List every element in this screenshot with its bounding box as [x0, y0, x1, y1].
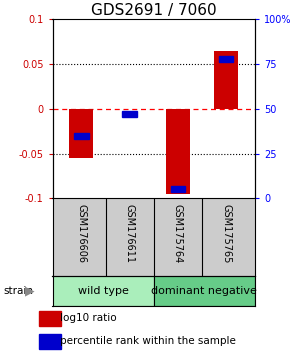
- Text: dominant negative: dominant negative: [152, 286, 257, 296]
- Bar: [122, 111, 137, 117]
- Bar: [214, 51, 238, 109]
- Bar: [154, 276, 255, 306]
- Bar: [39, 311, 61, 326]
- Text: wild type: wild type: [78, 286, 129, 296]
- Text: log10 ratio: log10 ratio: [60, 313, 117, 323]
- Bar: [219, 56, 233, 62]
- Text: GSM175765: GSM175765: [221, 205, 231, 264]
- Text: GSM176611: GSM176611: [124, 205, 135, 263]
- Bar: [52, 276, 154, 306]
- Title: GDS2691 / 7060: GDS2691 / 7060: [91, 3, 217, 18]
- Bar: [171, 186, 185, 193]
- Text: strain: strain: [3, 286, 33, 296]
- Bar: [74, 132, 89, 139]
- Bar: [166, 109, 190, 194]
- Bar: [39, 334, 61, 349]
- Text: GSM175764: GSM175764: [173, 205, 183, 264]
- Text: percentile rank within the sample: percentile rank within the sample: [60, 336, 236, 346]
- Text: GSM176606: GSM176606: [76, 205, 86, 263]
- Bar: [69, 109, 94, 158]
- Text: ▶: ▶: [25, 285, 35, 298]
